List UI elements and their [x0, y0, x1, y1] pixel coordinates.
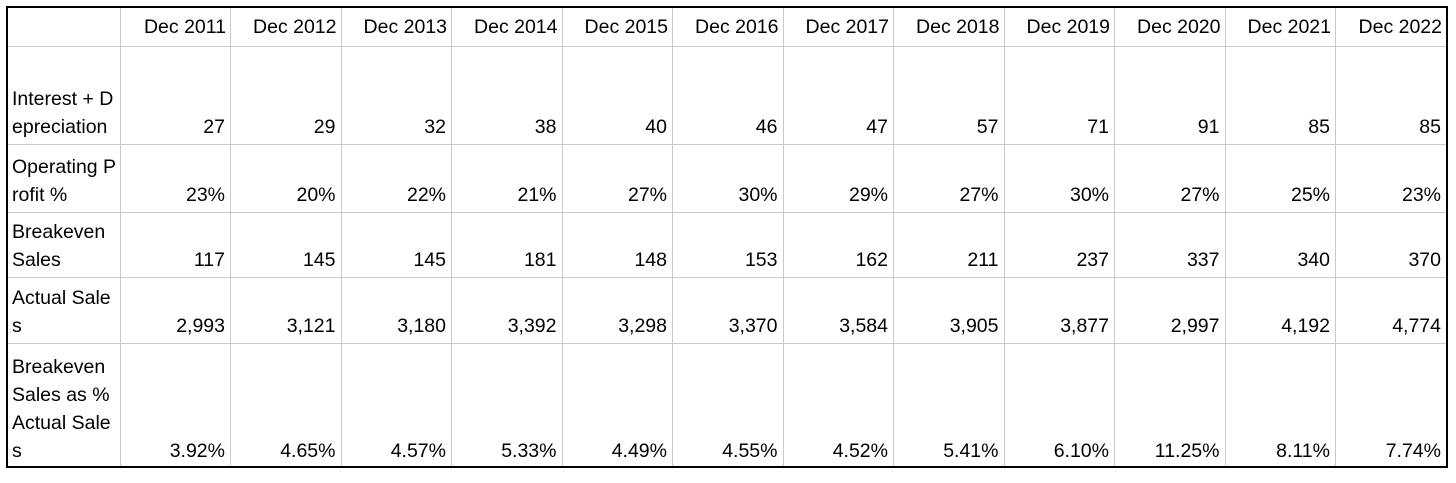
- table-cell[interactable]: 40: [561, 46, 673, 145]
- table-cell[interactable]: 4,774: [1335, 276, 1446, 344]
- table-row-interest-depreciation: Interest + Depreciation 27 29 32 38 40 4…: [8, 46, 1446, 145]
- spreadsheet-table: Dec 2011 Dec 2012 Dec 2013 Dec 2014 Dec …: [6, 6, 1448, 468]
- table-cell[interactable]: 30%: [672, 143, 784, 213]
- table-cell[interactable]: 29: [230, 46, 342, 145]
- table-cell[interactable]: 23%: [1335, 143, 1446, 213]
- table-cell[interactable]: 23%: [119, 143, 231, 213]
- column-header[interactable]: Dec 2015: [561, 8, 673, 47]
- table-cell[interactable]: 181: [451, 211, 563, 278]
- table-cell[interactable]: 237: [1003, 211, 1115, 278]
- table-cell[interactable]: 5.33%: [451, 342, 563, 466]
- table-row-operating-profit: Operating Profit % 23% 20% 22% 21% 27% 3…: [8, 143, 1446, 213]
- table-cell[interactable]: 27%: [1114, 143, 1226, 213]
- table-cell[interactable]: 2,997: [1114, 276, 1226, 344]
- table-cell[interactable]: 3,905: [893, 276, 1005, 344]
- table-cell[interactable]: 20%: [230, 143, 342, 213]
- table-cell[interactable]: 3.92%: [119, 342, 231, 466]
- table-cell[interactable]: 21%: [451, 143, 563, 213]
- table-cell[interactable]: 11.25%: [1114, 342, 1226, 466]
- column-header[interactable]: Dec 2017: [782, 8, 894, 47]
- table-cell[interactable]: 3,180: [340, 276, 452, 344]
- table-cell[interactable]: 145: [340, 211, 452, 278]
- table-cell[interactable]: 117: [119, 211, 231, 278]
- table-cell[interactable]: 47: [782, 46, 894, 145]
- table-cell[interactable]: 3,584: [782, 276, 894, 344]
- column-header[interactable]: Dec 2011: [119, 8, 231, 47]
- column-header[interactable]: Dec 2020: [1114, 8, 1226, 47]
- table-cell[interactable]: 29%: [782, 143, 894, 213]
- table-cell[interactable]: 91: [1114, 46, 1226, 145]
- table-cell[interactable]: 30%: [1003, 143, 1115, 213]
- table-cell[interactable]: 3,298: [561, 276, 673, 344]
- column-header[interactable]: Dec 2013: [340, 8, 452, 47]
- row-label[interactable]: Breakeven Sales: [8, 211, 121, 278]
- table-cell[interactable]: 3,370: [672, 276, 784, 344]
- table-cell[interactable]: 162: [782, 211, 894, 278]
- table-cell[interactable]: 5.41%: [893, 342, 1005, 466]
- table-cell[interactable]: 85: [1335, 46, 1446, 145]
- table-cell[interactable]: 4.52%: [782, 342, 894, 466]
- column-header[interactable]: Dec 2018: [893, 8, 1005, 47]
- table-cell[interactable]: 27%: [893, 143, 1005, 213]
- table-cell[interactable]: 22%: [340, 143, 452, 213]
- table-cell[interactable]: 3,121: [230, 276, 342, 344]
- table-cell[interactable]: 27: [119, 46, 231, 145]
- table-row-actual-sales: Actual Sales 2,993 3,121 3,180 3,392 3,2…: [8, 276, 1446, 344]
- table-cell[interactable]: 85: [1224, 46, 1336, 145]
- table-cell[interactable]: 57: [893, 46, 1005, 145]
- table-cell[interactable]: 4.65%: [230, 342, 342, 466]
- table-cell[interactable]: 148: [561, 211, 673, 278]
- row-label[interactable]: Actual Sales: [8, 276, 121, 344]
- table-cell[interactable]: 211: [893, 211, 1005, 278]
- table-cell[interactable]: 4.49%: [561, 342, 673, 466]
- table-cell[interactable]: 27%: [561, 143, 673, 213]
- table-cell[interactable]: 4.55%: [672, 342, 784, 466]
- corner-cell[interactable]: [8, 8, 121, 47]
- column-header[interactable]: Dec 2014: [451, 8, 563, 47]
- table-cell[interactable]: 4,192: [1224, 276, 1336, 344]
- table-cell[interactable]: 370: [1335, 211, 1446, 278]
- table-cell[interactable]: 46: [672, 46, 784, 145]
- row-label[interactable]: Interest + Depreciation: [8, 46, 121, 145]
- table-cell[interactable]: 25%: [1224, 143, 1336, 213]
- table-cell[interactable]: 38: [451, 46, 563, 145]
- column-header[interactable]: Dec 2022: [1335, 8, 1446, 47]
- column-header[interactable]: Dec 2021: [1224, 8, 1336, 47]
- column-header[interactable]: Dec 2016: [672, 8, 784, 47]
- table-cell[interactable]: 340: [1224, 211, 1336, 278]
- table-cell[interactable]: 7.74%: [1335, 342, 1446, 466]
- table-row-breakeven-sales: Breakeven Sales 117 145 145 181 148 153 …: [8, 211, 1446, 278]
- table-cell[interactable]: 3,392: [451, 276, 563, 344]
- column-header[interactable]: Dec 2012: [230, 8, 342, 47]
- table-cell[interactable]: 3,877: [1003, 276, 1115, 344]
- table-cell[interactable]: 153: [672, 211, 784, 278]
- table-cell[interactable]: 6.10%: [1003, 342, 1115, 466]
- header-row: Dec 2011 Dec 2012 Dec 2013 Dec 2014 Dec …: [8, 8, 1446, 47]
- table-row-breakeven-pct: Breakeven Sales as % Actual Sales 3.92% …: [8, 342, 1446, 466]
- row-label[interactable]: Breakeven Sales as % Actual Sales: [8, 342, 121, 466]
- table-cell[interactable]: 8.11%: [1224, 342, 1336, 466]
- table-cell[interactable]: 4.57%: [340, 342, 452, 466]
- table-cell[interactable]: 32: [340, 46, 452, 145]
- column-header[interactable]: Dec 2019: [1003, 8, 1115, 47]
- row-label[interactable]: Operating Profit %: [8, 143, 121, 213]
- table-cell[interactable]: 71: [1003, 46, 1115, 145]
- table-cell[interactable]: 337: [1114, 211, 1226, 278]
- breakeven-analysis-table: Dec 2011 Dec 2012 Dec 2013 Dec 2014 Dec …: [8, 8, 1446, 466]
- table-cell[interactable]: 2,993: [119, 276, 231, 344]
- table-cell[interactable]: 145: [230, 211, 342, 278]
